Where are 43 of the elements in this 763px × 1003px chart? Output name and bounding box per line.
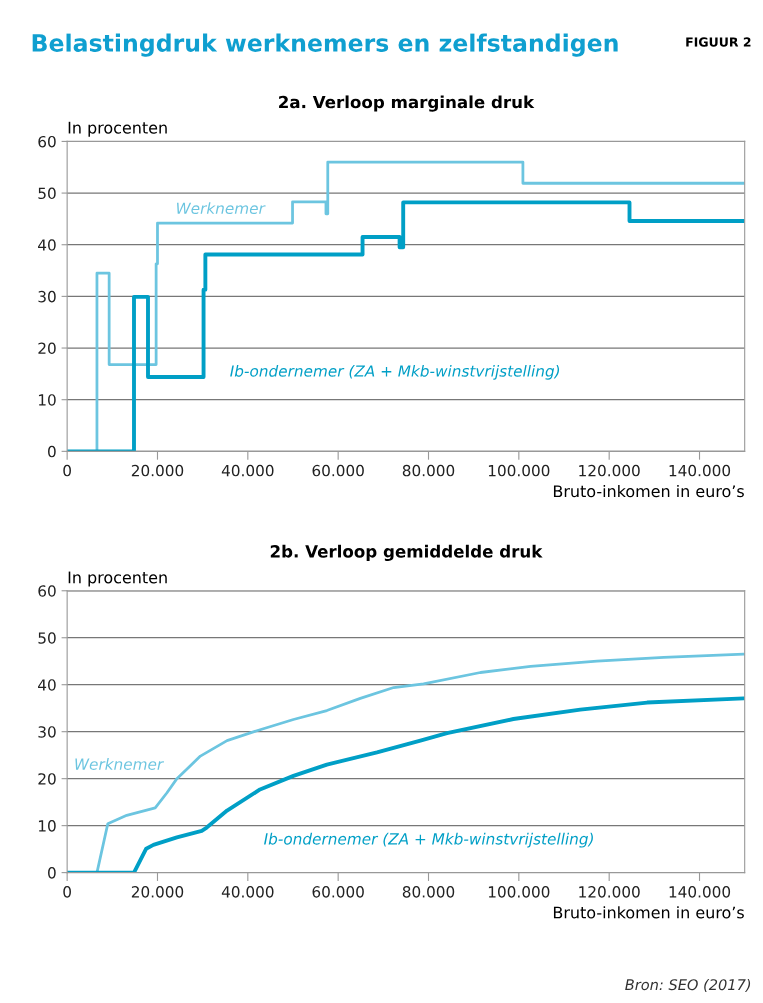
- x-tick-label: 140.000: [669, 464, 731, 477]
- y-tick-label: 0: [48, 445, 56, 458]
- text: Bron: SEO (2017): [625, 978, 751, 992]
- y-tick-label: 40: [38, 239, 56, 251]
- x-tick-label: 60.000: [312, 464, 364, 477]
- y-tick-label: 50: [38, 632, 56, 644]
- y-tick-label: 20: [38, 342, 56, 355]
- x-tick-label: 40.000: [221, 464, 274, 477]
- x-tick-label: 60.000: [312, 886, 364, 898]
- y-tick-label: 10: [38, 820, 56, 832]
- x-tick-label: 0: [63, 886, 71, 898]
- chart-subtitle: 2a. Verloop marginale druk: [279, 95, 535, 112]
- x-tick-label: 40.000: [221, 886, 274, 898]
- series-label: Ib-ondernemer (ZA + Mkb-winstvrijstelling): [230, 364, 560, 380]
- y-tick-label: 0: [48, 867, 56, 879]
- x-axis-title: Bruto-inkomen in euro’s: [553, 484, 744, 498]
- y-axis-title: In procenten: [68, 121, 167, 137]
- x-tick-label: 100.000: [488, 886, 550, 898]
- x-tick-label: 20.000: [131, 886, 184, 898]
- text: FIGUUR 2: [686, 37, 751, 47]
- y-tick-label: 30: [38, 726, 56, 738]
- y-tick-label: 60: [38, 135, 56, 148]
- y-tick-label: 60: [38, 585, 56, 597]
- series-label: Werknemer: [177, 202, 266, 215]
- x-tick-label: 80.000: [402, 464, 455, 477]
- x-tick-label: 120.000: [579, 464, 640, 477]
- x-tick-label: 20.000: [131, 464, 184, 477]
- x-tick-label: 80.000: [402, 886, 455, 898]
- x-axis-title: Bruto-inkomen in euro’s: [553, 906, 744, 919]
- y-axis-title: In procenten: [68, 571, 167, 587]
- chart-title: Belastingdruk werknemers en zelfstandigen: [32, 33, 618, 57]
- y-tick-label: 10: [38, 394, 56, 406]
- x-tick-label: 120.000: [579, 886, 640, 898]
- y-tick-label: 40: [38, 679, 56, 691]
- y-tick-label: 30: [38, 290, 56, 303]
- text: Ib-ondernemer (ZA + Mkb-winstvrijstelling): [264, 832, 593, 848]
- chart-title: 2b. Verloop gemiddelde druk: [270, 544, 543, 562]
- x-tick-label: 140.000: [669, 886, 731, 898]
- x-tick-label: 0: [63, 464, 71, 477]
- y-tick-label: 20: [38, 773, 56, 785]
- y-tick-label: 50: [38, 187, 56, 200]
- series-label: Werknemer: [75, 758, 164, 770]
- x-tick-label: 100.000: [488, 464, 550, 477]
